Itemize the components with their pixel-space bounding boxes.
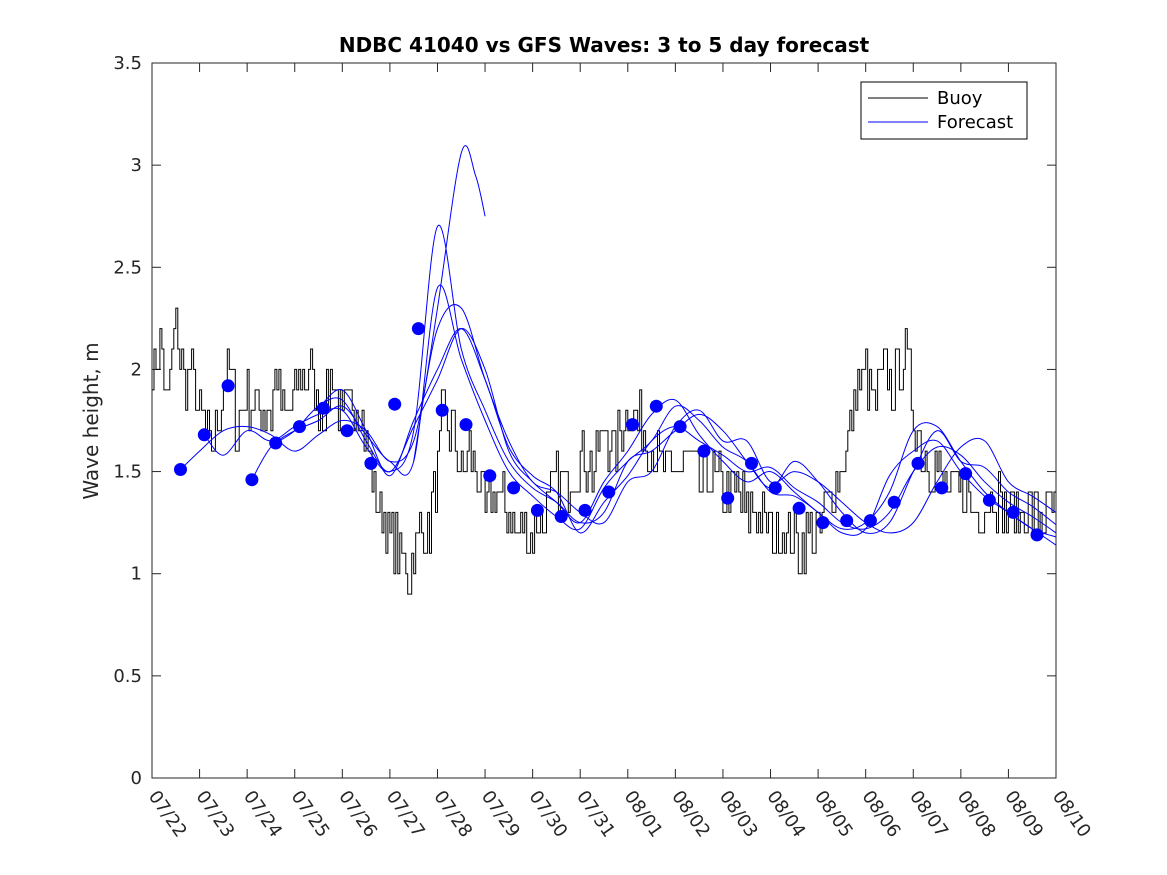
buoy-line <box>152 307 1056 595</box>
y-tick-label: 3.5 <box>113 53 142 74</box>
forecast-point <box>626 418 639 432</box>
y-axis-label: Wave height, m <box>79 342 103 499</box>
forecast-point <box>388 397 402 411</box>
forecast-point <box>863 514 877 528</box>
y-tick-label: 2 <box>131 359 142 380</box>
x-tick-label: 08/04 <box>762 787 809 842</box>
legend-box <box>860 81 1028 140</box>
x-tick-label: 07/25 <box>287 787 334 842</box>
x-tick-label: 07/30 <box>525 787 572 842</box>
legend: Buoy Forecast <box>860 81 1028 140</box>
forecast-point <box>221 379 235 393</box>
legend-label-forecast: Forecast <box>937 112 1013 133</box>
forecast-point <box>530 503 544 517</box>
forecast-point <box>316 401 330 415</box>
x-tick-label: 07/28 <box>429 787 476 842</box>
forecast-run-line <box>203 224 1056 534</box>
x-tick-label: 08/09 <box>1000 787 1047 842</box>
forecast-run-line <box>251 284 1056 538</box>
forecast-point <box>174 463 187 476</box>
x-tick-label: 08/06 <box>858 787 905 842</box>
forecast-point <box>959 467 973 481</box>
forecast-point <box>697 444 711 458</box>
forecast-point <box>411 322 425 336</box>
forecast-point <box>578 503 592 517</box>
plot-frame <box>151 62 1057 779</box>
forecast-point <box>364 456 378 470</box>
y-tick-label: 1.5 <box>113 462 142 483</box>
forecast-point <box>483 469 497 483</box>
forecast-point <box>1006 505 1020 519</box>
forecast-point <box>245 473 259 487</box>
y-tick-label: 0 <box>131 768 142 789</box>
x-tick-label: 07/24 <box>239 787 286 842</box>
forecast-point <box>602 485 616 499</box>
forecast-point <box>1030 528 1044 542</box>
x-tick-label: 08/03 <box>715 787 762 842</box>
forecast-point <box>649 399 663 413</box>
forecast-point <box>768 481 782 495</box>
forecast-point <box>435 403 449 417</box>
x-tick-label: 08/07 <box>905 787 952 842</box>
forecast-point <box>721 491 735 505</box>
data-layer <box>152 145 1056 595</box>
x-tick-label: 07/22 <box>144 787 191 842</box>
forecast-point <box>982 493 996 507</box>
x-tick-label: 08/01 <box>620 787 667 842</box>
forecast-point <box>673 420 687 434</box>
x-tick-label: 08/08 <box>953 787 1000 842</box>
forecast-point <box>792 501 806 515</box>
forecast-point <box>507 481 521 495</box>
x-tick-label: 08/05 <box>810 787 857 842</box>
forecast-point <box>816 516 830 530</box>
forecast-point <box>293 420 306 434</box>
y-tick-label: 3 <box>131 155 142 176</box>
forecast-point <box>840 514 854 528</box>
forecast-point <box>340 424 354 438</box>
forecast-point <box>197 428 211 442</box>
x-tick-label: 07/26 <box>334 787 381 842</box>
y-tick-label: 2.5 <box>113 257 142 278</box>
forecast-point <box>745 456 758 470</box>
forecast-point <box>887 495 901 509</box>
y-tick-label: 1 <box>131 564 142 585</box>
x-tick-label: 08/02 <box>667 787 714 842</box>
forecast-point <box>911 456 925 470</box>
forecast-point <box>935 481 949 495</box>
x-tick-label: 08/10 <box>1048 787 1095 842</box>
forecast-point <box>554 510 568 523</box>
forecast-point <box>269 436 283 450</box>
forecast-run-line <box>180 304 1056 534</box>
x-tick-label: 07/29 <box>477 787 524 842</box>
legend-label-buoy: Buoy <box>937 88 983 109</box>
forecast-point <box>459 418 473 432</box>
chart-title: NDBC 41040 vs GFS Waves: 3 to 5 day fore… <box>339 33 870 57</box>
y-tick-label: 0.5 <box>113 666 142 687</box>
forecast-run-line <box>413 145 486 462</box>
x-tick-label: 07/31 <box>572 787 619 842</box>
x-tick-label: 07/23 <box>191 787 238 842</box>
x-tick-label: 07/27 <box>382 787 429 842</box>
